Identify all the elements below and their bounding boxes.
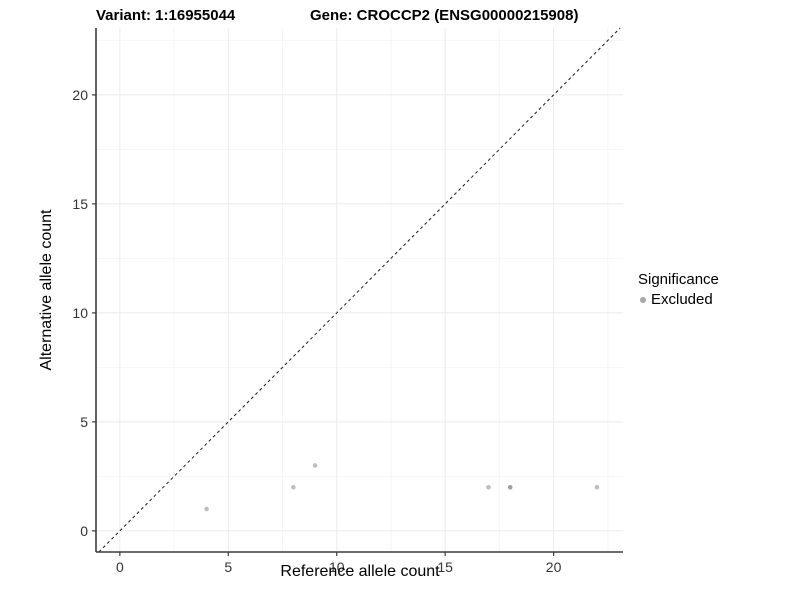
y-axis-title: Alternative allele count xyxy=(38,209,55,371)
y-tick-label: 20 xyxy=(72,87,88,103)
y-tick-label: 10 xyxy=(72,305,88,321)
x-axis-title: Reference allele count xyxy=(280,563,440,580)
y-tick-label: 5 xyxy=(80,414,88,430)
y-tick-label: 15 xyxy=(72,196,88,212)
excluded-dot-icon xyxy=(640,296,646,303)
x-tick-label: 0 xyxy=(116,559,124,575)
data-point xyxy=(486,484,491,490)
data-point xyxy=(204,506,209,512)
data-point xyxy=(312,463,318,468)
x-tick-label: 10 xyxy=(329,559,345,575)
legend-title: Significance xyxy=(638,271,719,288)
x-tick-label: 5 xyxy=(224,559,232,575)
y-tick-label: 0 xyxy=(80,523,88,539)
identity-dashed-line xyxy=(98,27,621,553)
legend-item-excluded: Excluded xyxy=(638,291,719,308)
x-tick-label: 15 xyxy=(437,559,453,575)
data-point xyxy=(507,484,513,490)
data-point xyxy=(291,484,296,490)
legend-item-label: Excluded xyxy=(651,291,713,308)
variant-title: Variant: 1:16955044 xyxy=(96,7,236,24)
legend: Significance Excluded xyxy=(638,271,719,308)
data-point xyxy=(594,484,600,490)
x-tick-label: 20 xyxy=(546,559,562,575)
gene-title: Gene: CROCCP2 (ENSG00000215908) xyxy=(310,7,579,24)
